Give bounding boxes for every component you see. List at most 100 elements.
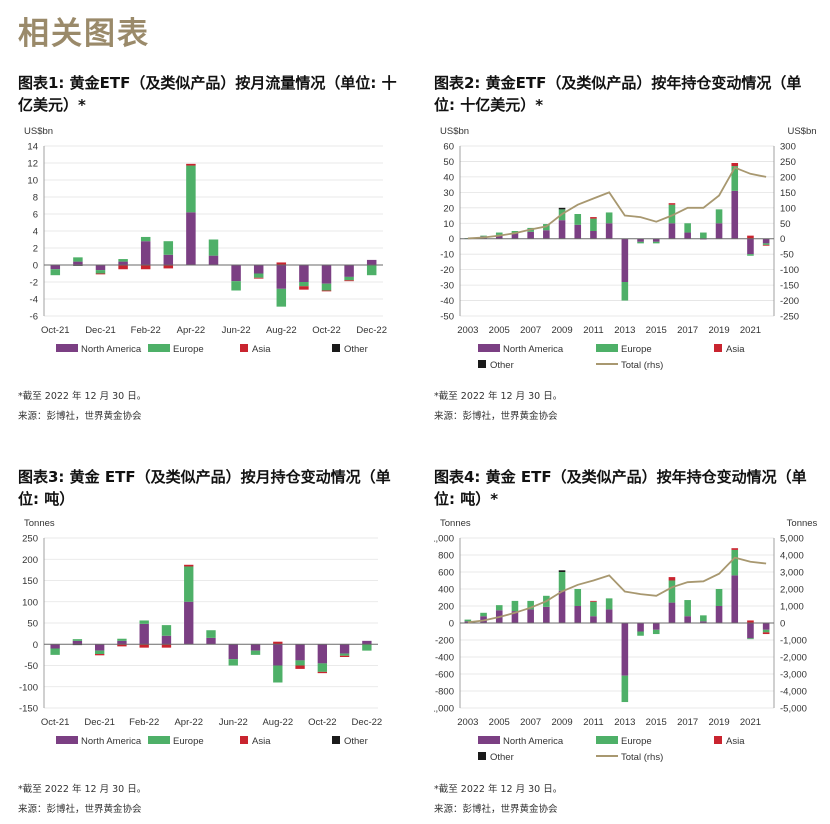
bar-asia: [317, 671, 328, 674]
bar-europe: [366, 265, 377, 276]
bar-europe: [72, 639, 83, 641]
bar-europe: [208, 239, 219, 256]
source-note: 来源：彭博社，世界黄金协会: [18, 411, 142, 422]
legend-swatch-europe: [596, 736, 618, 744]
bar-europe: [50, 269, 61, 276]
legend-swatch-other: [478, 360, 486, 368]
chart-svg: US$bn US$bn-50-40-30-20-100102030405060-2…: [440, 126, 817, 371]
bar-asia: [95, 273, 106, 275]
legend-label-asia: Asia: [726, 344, 745, 355]
bar-europe: [558, 572, 566, 591]
legend-label-north-america: North America: [81, 344, 142, 355]
bar-asia: [590, 600, 597, 602]
bar-north-america: [700, 621, 707, 623]
y-tick-label: 250: [22, 534, 38, 545]
y-tick-label: 8: [33, 193, 38, 204]
y2-tick-label: -5,000: [780, 704, 807, 715]
bar-asia: [590, 217, 597, 219]
bar-north-america: [574, 224, 582, 239]
bar-north-america: [731, 190, 739, 239]
x-tick-label: Apr-22: [174, 717, 203, 728]
left-axis-unit: Tonnes: [24, 518, 55, 529]
bar-asia: [339, 655, 350, 657]
bar-europe: [139, 620, 149, 624]
bar-north-america: [186, 212, 196, 265]
bar-north-america: [273, 644, 283, 666]
bar-europe: [605, 212, 613, 224]
x-tick-label: Jun-22: [219, 717, 248, 728]
y-tick-label: 10: [443, 219, 454, 230]
y2-tick-label: 250: [780, 157, 796, 168]
x-tick-label: 2021: [740, 325, 761, 336]
y-tick-label: -150: [19, 704, 38, 715]
bar-europe: [637, 631, 644, 636]
bar-north-america: [652, 623, 660, 630]
y2-tick-label: 200: [780, 172, 796, 183]
bar-asia: [139, 644, 149, 648]
bar-north-america: [511, 611, 519, 623]
y2-tick-label: -50: [780, 250, 794, 261]
bar-north-america: [621, 623, 629, 676]
legend-swatch-asia: [240, 344, 248, 352]
y-tick-label: 40: [443, 172, 454, 183]
y2-tick-label: 5,000: [780, 534, 804, 545]
bar-north-america: [543, 606, 550, 623]
y-tick-label: -200: [435, 636, 454, 647]
x-tick-label: Aug-22: [262, 717, 293, 728]
bar-north-america: [495, 234, 503, 239]
bar-asia: [731, 163, 739, 167]
bar-asia: [163, 265, 174, 269]
y2-tick-label: -250: [780, 312, 799, 323]
bar-europe: [344, 276, 354, 281]
bar-asia: [253, 277, 264, 279]
bar-north-america: [161, 635, 172, 645]
y2-tick-label: 3,000: [780, 568, 804, 579]
bar-europe: [731, 549, 739, 576]
bar-europe: [140, 236, 151, 242]
bar-north-america: [140, 241, 151, 265]
y2-tick-label: -200: [780, 296, 799, 307]
bar-europe: [253, 273, 264, 278]
bar-other: [558, 207, 566, 210]
right-axis-unit: Tonnes: [787, 518, 818, 529]
chart-panel-2: 图表2: 黄金ETF（及类似产品）按年持仓变动情况（单位: 十亿美元）* US$…: [434, 72, 830, 422]
y-tick-label: 50: [27, 619, 38, 630]
y-tick-label: -50: [440, 312, 454, 323]
bar-north-america: [715, 223, 723, 239]
y2-tick-label: 0: [780, 619, 785, 630]
y-tick-label: -800: [435, 687, 454, 698]
bar-europe: [762, 629, 770, 633]
bar-europe: [273, 665, 283, 683]
x-tick-label: 2017: [677, 717, 698, 728]
legend-label-total: Total (rhs): [621, 360, 663, 371]
bar-north-america: [250, 644, 261, 651]
bar-north-america: [652, 238, 660, 242]
bar-europe: [186, 165, 196, 213]
bar-europe: [206, 630, 216, 638]
bar-north-america: [668, 223, 676, 239]
footnote: *截至 2022 年 12 月 30 日。: [18, 784, 147, 795]
bar-europe: [715, 209, 723, 224]
legend-label-asia: Asia: [252, 736, 271, 747]
bar-europe: [250, 650, 261, 655]
x-tick-label: 2005: [489, 325, 510, 336]
page-title: 相关图表: [18, 16, 150, 52]
bar-north-america: [206, 637, 216, 645]
x-tick-label: 2011: [583, 717, 603, 728]
bar-north-america: [637, 623, 644, 632]
bar-north-america: [184, 601, 194, 645]
source-note: 来源：彭博社，世界黄金协会: [434, 411, 558, 422]
legend-label-other: Other: [344, 736, 368, 747]
bar-europe: [590, 601, 597, 617]
y-tick-label: -40: [440, 296, 454, 307]
bar-north-america: [574, 606, 582, 623]
y-tick-label: 0: [33, 640, 38, 651]
bar-europe: [73, 257, 83, 262]
bar-europe: [163, 241, 174, 255]
x-tick-label: Dec-22: [356, 325, 387, 336]
bar-north-america: [228, 644, 238, 660]
x-tick-label: 2003: [457, 717, 478, 728]
right-axis-unit: US$bn: [787, 126, 816, 137]
bar-europe: [700, 615, 707, 622]
x-tick-label: 2019: [708, 717, 729, 728]
